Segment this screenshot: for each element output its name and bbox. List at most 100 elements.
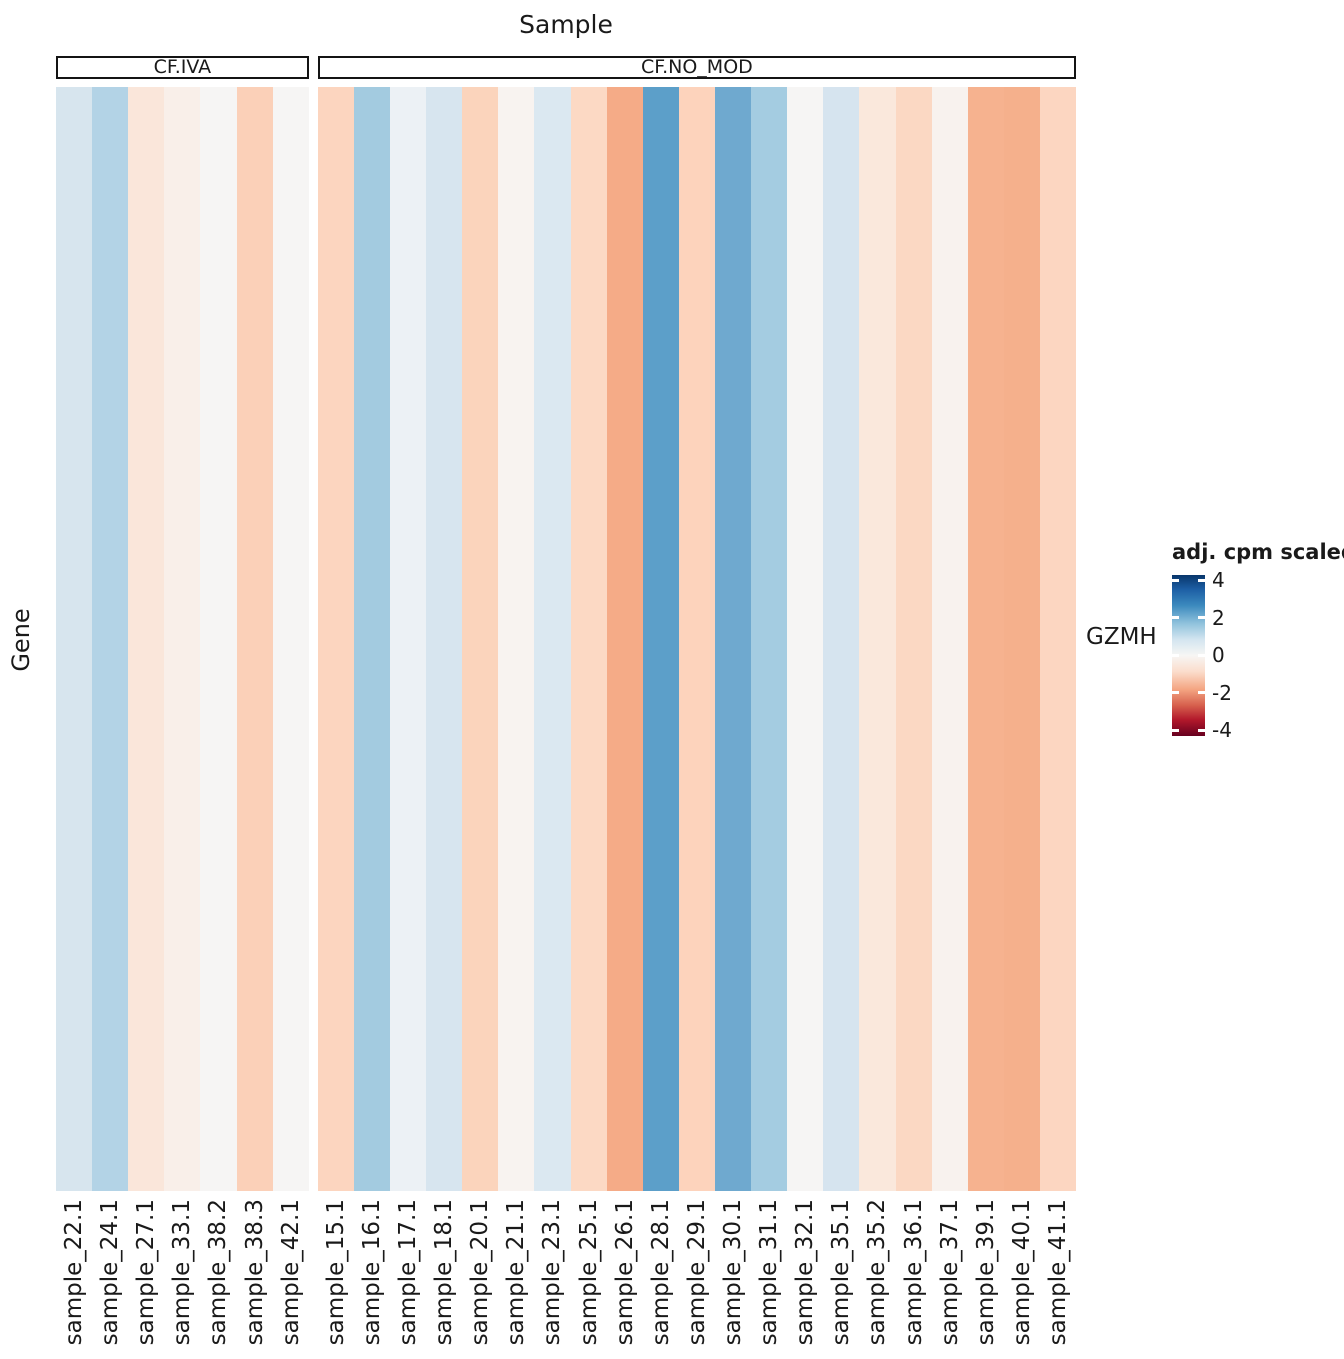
heatmap-cell bbox=[164, 87, 201, 1191]
x-tick-label-text: sample_33.1 bbox=[169, 1199, 196, 1346]
x-tick-label: sample_36.1 bbox=[901, 1199, 927, 1359]
x-tick-label-text: sample_40.1 bbox=[1008, 1199, 1035, 1346]
x-tick-label: sample_38.3 bbox=[242, 1199, 268, 1359]
x-tick-label-text: sample_20.1 bbox=[467, 1199, 494, 1346]
heatmap-cell bbox=[498, 87, 535, 1191]
legend-title: adj. cpm scaled bbox=[1172, 540, 1344, 564]
heatmap-cell bbox=[128, 87, 165, 1191]
x-tick-label-text: sample_28.1 bbox=[647, 1199, 674, 1346]
heatmap-cell bbox=[570, 87, 607, 1191]
legend-tick-label: -4 bbox=[1212, 718, 1232, 742]
x-tick-label-text: sample_36.1 bbox=[900, 1199, 927, 1346]
x-tick-label: sample_35.1 bbox=[828, 1199, 854, 1359]
x-tick-label: sample_26.1 bbox=[612, 1199, 638, 1359]
legend-tick-dash bbox=[1198, 616, 1205, 619]
x-tick-label-text: sample_23.1 bbox=[539, 1199, 566, 1346]
x-tick-label-text: sample_22.1 bbox=[61, 1199, 88, 1346]
x-tick-label-text: sample_21.1 bbox=[503, 1199, 530, 1346]
legend-tick-label: 0 bbox=[1212, 643, 1225, 667]
heatmap-cell bbox=[751, 87, 788, 1191]
legend-tick-dash bbox=[1172, 616, 1179, 619]
column-group-header: CF.NO_MOD bbox=[317, 56, 1076, 79]
heatmap-cell bbox=[353, 87, 390, 1191]
x-tick-label-text: sample_38.2 bbox=[205, 1199, 232, 1346]
x-tick-label: sample_25.1 bbox=[576, 1199, 602, 1359]
heatmap-cell bbox=[200, 87, 237, 1191]
heatmap-cell bbox=[859, 87, 896, 1191]
y-axis-label: Gene bbox=[7, 608, 35, 672]
x-tick-label-text: sample_30.1 bbox=[719, 1199, 746, 1346]
x-tick-label: sample_29.1 bbox=[684, 1199, 710, 1359]
x-tick-label: sample_31.1 bbox=[756, 1199, 782, 1359]
heatmap-cell bbox=[714, 87, 752, 1191]
x-tick-label: sample_24.1 bbox=[97, 1199, 123, 1359]
heatmap-cell bbox=[967, 87, 1004, 1191]
heatmap-cell bbox=[389, 87, 427, 1191]
x-tick-label: sample_20.1 bbox=[467, 1199, 493, 1359]
x-tick-label: sample_28.1 bbox=[648, 1199, 674, 1359]
legend-tick-dash bbox=[1172, 578, 1179, 582]
heatmap-cell bbox=[317, 87, 354, 1191]
heatmap-group-strip bbox=[56, 87, 309, 1191]
heatmap-cell bbox=[606, 87, 643, 1191]
x-tick-label: sample_23.1 bbox=[539, 1199, 565, 1359]
legend-tick-dash bbox=[1198, 691, 1205, 694]
x-tick-label-text: sample_38.3 bbox=[241, 1199, 268, 1346]
heatmap-group-strip bbox=[317, 87, 1077, 1191]
heatmap-cell bbox=[272, 87, 309, 1191]
legend-tick-label: 4 bbox=[1212, 568, 1225, 592]
heatmap-cell bbox=[895, 87, 932, 1191]
x-tick-label-text: sample_25.1 bbox=[575, 1199, 602, 1346]
x-tick-label: sample_32.1 bbox=[792, 1199, 818, 1359]
heatmap-cell bbox=[92, 87, 129, 1191]
heatmap-cell bbox=[236, 87, 273, 1191]
x-tick-label: sample_40.1 bbox=[1009, 1199, 1035, 1359]
heatmap-cell bbox=[426, 87, 463, 1191]
x-tick-label-text: sample_16.1 bbox=[358, 1199, 385, 1346]
x-tick-label: sample_27.1 bbox=[133, 1199, 159, 1359]
heatmap-cell bbox=[787, 87, 824, 1191]
heatmap-cell bbox=[823, 87, 860, 1191]
x-tick-label-text: sample_26.1 bbox=[611, 1199, 638, 1346]
x-tick-label-text: sample_15.1 bbox=[322, 1199, 349, 1346]
x-tick-label-text: sample_31.1 bbox=[756, 1199, 783, 1346]
x-tick-label-text: sample_37.1 bbox=[936, 1199, 963, 1346]
x-tick-label-text: sample_39.1 bbox=[972, 1199, 999, 1346]
column-group-header: CF.IVA bbox=[56, 56, 309, 79]
legend-tick-label: -2 bbox=[1212, 680, 1232, 705]
legend-tick-dash bbox=[1172, 728, 1179, 732]
legend-tick-dash bbox=[1172, 691, 1179, 694]
x-tick-label: sample_30.1 bbox=[720, 1199, 746, 1359]
x-tick-label: sample_15.1 bbox=[323, 1199, 349, 1359]
column-group-label: CF.NO_MOD bbox=[640, 56, 753, 78]
x-tick-label: sample_42.1 bbox=[278, 1199, 304, 1359]
row-label-gzmh: GZMH bbox=[1086, 624, 1157, 650]
x-tick-label-text: sample_17.1 bbox=[395, 1199, 422, 1346]
x-tick-label-text: sample_29.1 bbox=[683, 1199, 710, 1346]
heatmap-cell bbox=[931, 87, 968, 1191]
heatmap-cell bbox=[1003, 87, 1040, 1191]
x-tick-label: sample_17.1 bbox=[395, 1199, 421, 1359]
x-tick-label-text: sample_41.1 bbox=[1044, 1199, 1071, 1346]
x-tick-label-text: sample_32.1 bbox=[792, 1199, 819, 1346]
x-tick-label-text: sample_27.1 bbox=[133, 1199, 160, 1346]
legend-tick-dash bbox=[1198, 728, 1205, 732]
x-tick-label: sample_21.1 bbox=[503, 1199, 529, 1359]
heatmap-cell bbox=[642, 87, 679, 1191]
x-tick-label-text: sample_35.2 bbox=[864, 1199, 891, 1346]
heatmap-cell bbox=[678, 87, 715, 1191]
x-tick-label: sample_35.2 bbox=[864, 1199, 890, 1359]
heatmap-cell bbox=[462, 87, 499, 1191]
x-tick-label: sample_38.2 bbox=[205, 1199, 231, 1359]
legend-tick-dash bbox=[1172, 653, 1179, 657]
x-tick-label-text: sample_18.1 bbox=[431, 1199, 458, 1346]
x-tick-label: sample_37.1 bbox=[937, 1199, 963, 1359]
x-tick-label: sample_39.1 bbox=[973, 1199, 999, 1359]
heatmap-cell bbox=[1039, 87, 1077, 1191]
heatmap-cell bbox=[56, 87, 93, 1191]
x-tick-label: sample_22.1 bbox=[61, 1199, 87, 1359]
x-tick-label: sample_41.1 bbox=[1045, 1199, 1071, 1359]
plot-title: Sample bbox=[519, 10, 613, 39]
x-tick-label: sample_33.1 bbox=[169, 1199, 195, 1359]
x-tick-label-text: sample_24.1 bbox=[97, 1199, 124, 1346]
